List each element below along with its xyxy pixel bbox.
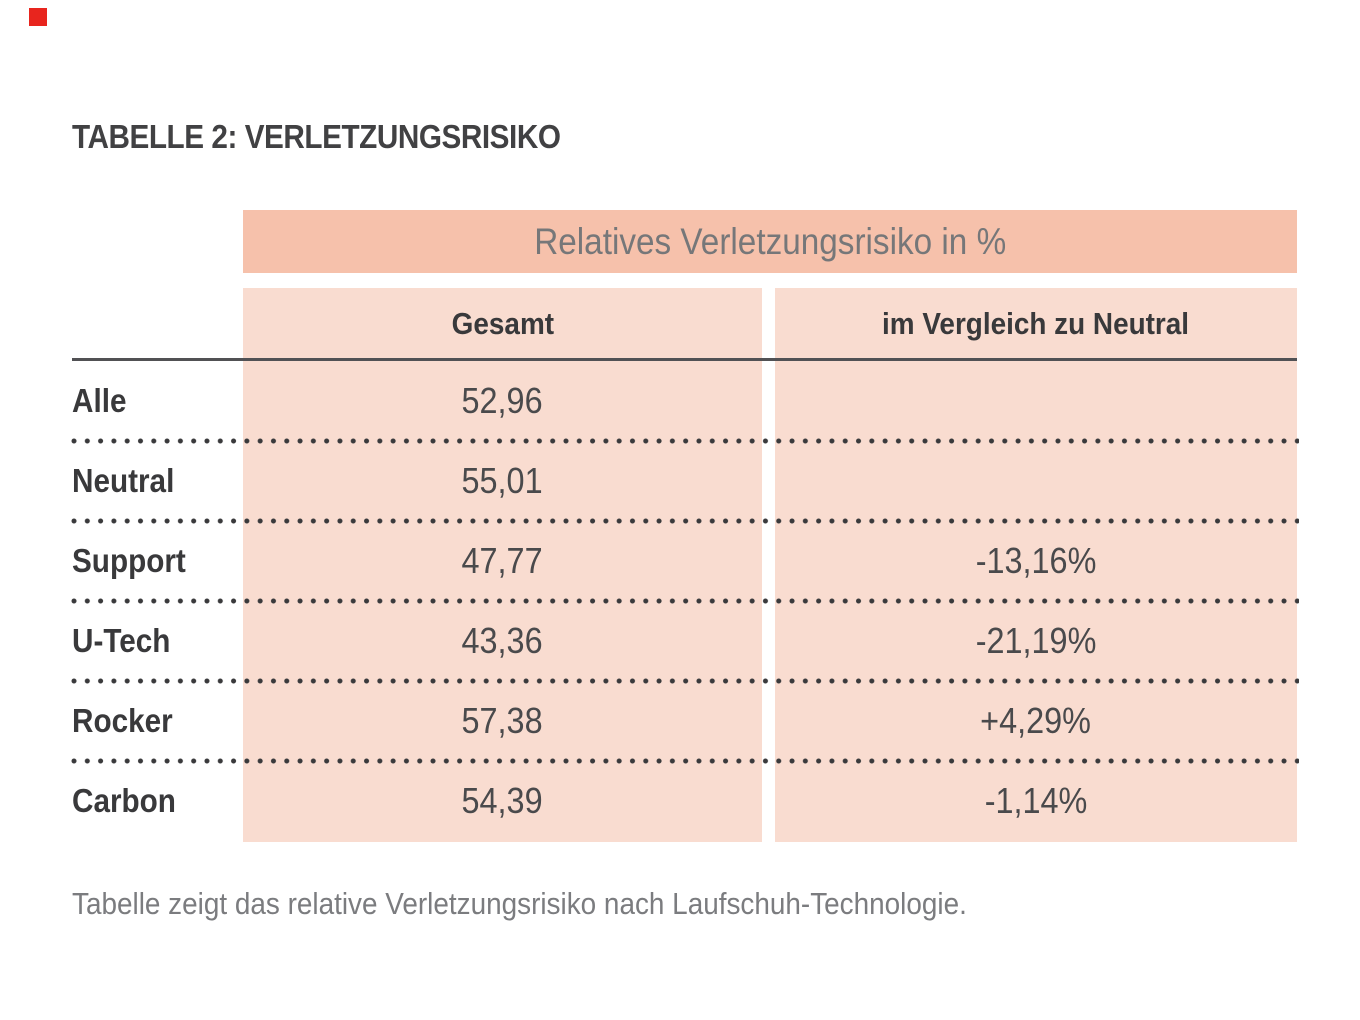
dotted-row-separator xyxy=(71,678,1299,684)
table-row-label: Support xyxy=(72,521,242,601)
row-label-text: Rocker xyxy=(72,702,173,739)
red-square-marker xyxy=(29,8,47,26)
dotted-row-separator xyxy=(71,758,1299,764)
table-cell-gesamt: 57,38 xyxy=(243,681,762,761)
table-header-band: Relatives Verletzungsrisiko in % xyxy=(243,210,1297,273)
cell-value: -13,16% xyxy=(975,540,1097,581)
table-cell-gesamt: 47,77 xyxy=(243,521,762,601)
column-header-gesamt-label: Gesamt xyxy=(451,306,554,341)
row-label-text: Neutral xyxy=(72,462,175,499)
table-cell-vergleich xyxy=(775,441,1297,521)
table-cell-gesamt: 52,96 xyxy=(243,361,762,441)
cell-value: -1,14% xyxy=(984,780,1088,821)
table-row-label: Neutral xyxy=(72,441,242,521)
column-header-gesamt: Gesamt xyxy=(243,288,762,360)
cell-value: 57,38 xyxy=(461,700,544,741)
page-title-text: TABELLE 2: VERLETZUNGSRISIKO xyxy=(72,118,561,155)
cell-value: 52,96 xyxy=(461,380,544,421)
cell-value: 54,39 xyxy=(461,780,544,821)
dotted-row-separator xyxy=(71,598,1299,604)
table-cell-vergleich: -21,19% xyxy=(775,601,1297,681)
column-header-vergleich-label: im Vergleich zu Neutral xyxy=(882,306,1190,341)
dotted-row-separator xyxy=(71,438,1299,444)
cell-value: -21,19% xyxy=(975,620,1097,661)
dotted-row-separator xyxy=(71,518,1299,524)
table-row-label: Carbon xyxy=(72,761,242,841)
table-row-label: Rocker xyxy=(72,681,242,761)
column-background-gesamt xyxy=(243,288,762,842)
row-label-text: Support xyxy=(72,542,186,579)
table-cell-vergleich xyxy=(775,361,1297,441)
row-label-text: U-Tech xyxy=(72,622,171,659)
table-caption: Tabelle zeigt das relative Verletzungsri… xyxy=(72,884,1172,924)
table-cell-gesamt: 43,36 xyxy=(243,601,762,681)
header-rule xyxy=(72,358,1297,361)
page-title: TABELLE 2: VERLETZUNGSRISIKO xyxy=(72,117,772,157)
table-row-label: U-Tech xyxy=(72,601,242,681)
column-header-vergleich: im Vergleich zu Neutral xyxy=(775,288,1297,360)
cell-value: 55,01 xyxy=(461,460,544,501)
cell-value: 47,77 xyxy=(461,540,544,581)
table-cell-vergleich: +4,29% xyxy=(775,681,1297,761)
cell-value: 43,36 xyxy=(461,620,544,661)
table-cell-gesamt: 55,01 xyxy=(243,441,762,521)
table-header-band-label: Relatives Verletzungsrisiko in % xyxy=(534,220,1006,262)
row-label-text: Alle xyxy=(72,382,127,419)
table-cell-vergleich: -1,14% xyxy=(775,761,1297,841)
table-cell-vergleich: -13,16% xyxy=(775,521,1297,601)
cell-value: +4,29% xyxy=(980,700,1092,741)
row-label-text: Carbon xyxy=(72,782,176,819)
column-background-vergleich xyxy=(775,288,1297,842)
table-cell-gesamt: 54,39 xyxy=(243,761,762,841)
table-row-label: Alle xyxy=(72,361,242,441)
table-caption-text: Tabelle zeigt das relative Verletzungsri… xyxy=(72,886,967,921)
